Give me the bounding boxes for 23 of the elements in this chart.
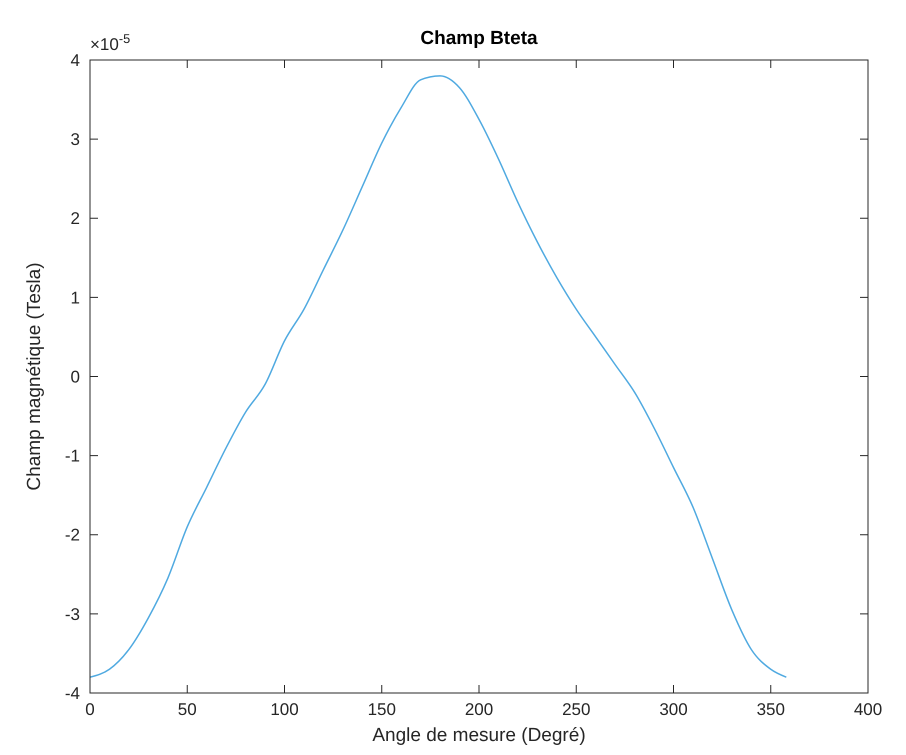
chart-title: Champ Bteta	[420, 28, 538, 49]
x-tick-label: 0	[85, 700, 95, 719]
x-tick-label: 100	[270, 700, 299, 719]
y-tick-label: 1	[70, 288, 80, 308]
y-tick-label: 0	[70, 367, 80, 386]
text: ×10$^{-5}$	[90, 30, 130, 54]
y-tick-label: 4	[70, 50, 80, 70]
y-tick-label: -4	[64, 684, 80, 703]
x-tick-label: 350	[756, 700, 785, 719]
x-tick-label: 250	[562, 700, 590, 719]
x-tick-label: 150	[368, 700, 396, 719]
x-axis-title: Angle de mesure (Degré)	[372, 725, 586, 746]
x-tick-label: 200	[464, 700, 494, 719]
line-series	[89, 75, 788, 678]
y-tick-label: -1	[64, 446, 80, 466]
y-tick-label: -3	[64, 604, 80, 624]
x-tick-label: 400	[854, 700, 882, 719]
y-tick-label: 2	[70, 209, 80, 228]
x-tick-label: 50	[178, 700, 197, 719]
y-tick-label: 3	[70, 130, 80, 150]
x-tick-label: 300	[659, 700, 688, 719]
y-axis-title: Champ magnétique (Tesla)	[24, 262, 45, 491]
y-tick-label: -2	[64, 526, 80, 545]
